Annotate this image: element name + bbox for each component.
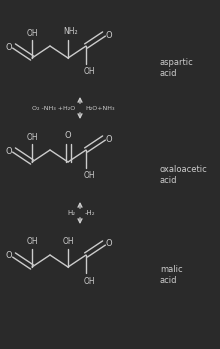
Text: O: O bbox=[6, 252, 12, 260]
Text: OH: OH bbox=[26, 133, 38, 141]
Text: H₂O+NH₃: H₂O+NH₃ bbox=[85, 105, 114, 111]
Text: O: O bbox=[65, 132, 71, 141]
Text: O: O bbox=[6, 43, 12, 52]
Text: OH: OH bbox=[83, 276, 95, 285]
Text: malic
acid: malic acid bbox=[160, 265, 183, 285]
Text: O: O bbox=[106, 134, 112, 143]
Text: OH: OH bbox=[26, 29, 38, 37]
Text: -H₂: -H₂ bbox=[85, 210, 96, 216]
Text: H₂: H₂ bbox=[67, 210, 75, 216]
Text: O: O bbox=[106, 239, 112, 248]
Text: OH: OH bbox=[83, 171, 95, 180]
Text: O: O bbox=[6, 147, 12, 156]
Text: NH₂: NH₂ bbox=[64, 28, 78, 37]
Text: O: O bbox=[106, 30, 112, 39]
Text: OH: OH bbox=[26, 238, 38, 246]
Text: aspartic
acid: aspartic acid bbox=[160, 58, 194, 78]
Text: oxaloacetic
acid: oxaloacetic acid bbox=[160, 165, 208, 185]
Text: O₂ -NH₃ +H₂O: O₂ -NH₃ +H₂O bbox=[32, 105, 75, 111]
Text: OH: OH bbox=[83, 67, 95, 76]
Text: OH: OH bbox=[62, 237, 74, 245]
